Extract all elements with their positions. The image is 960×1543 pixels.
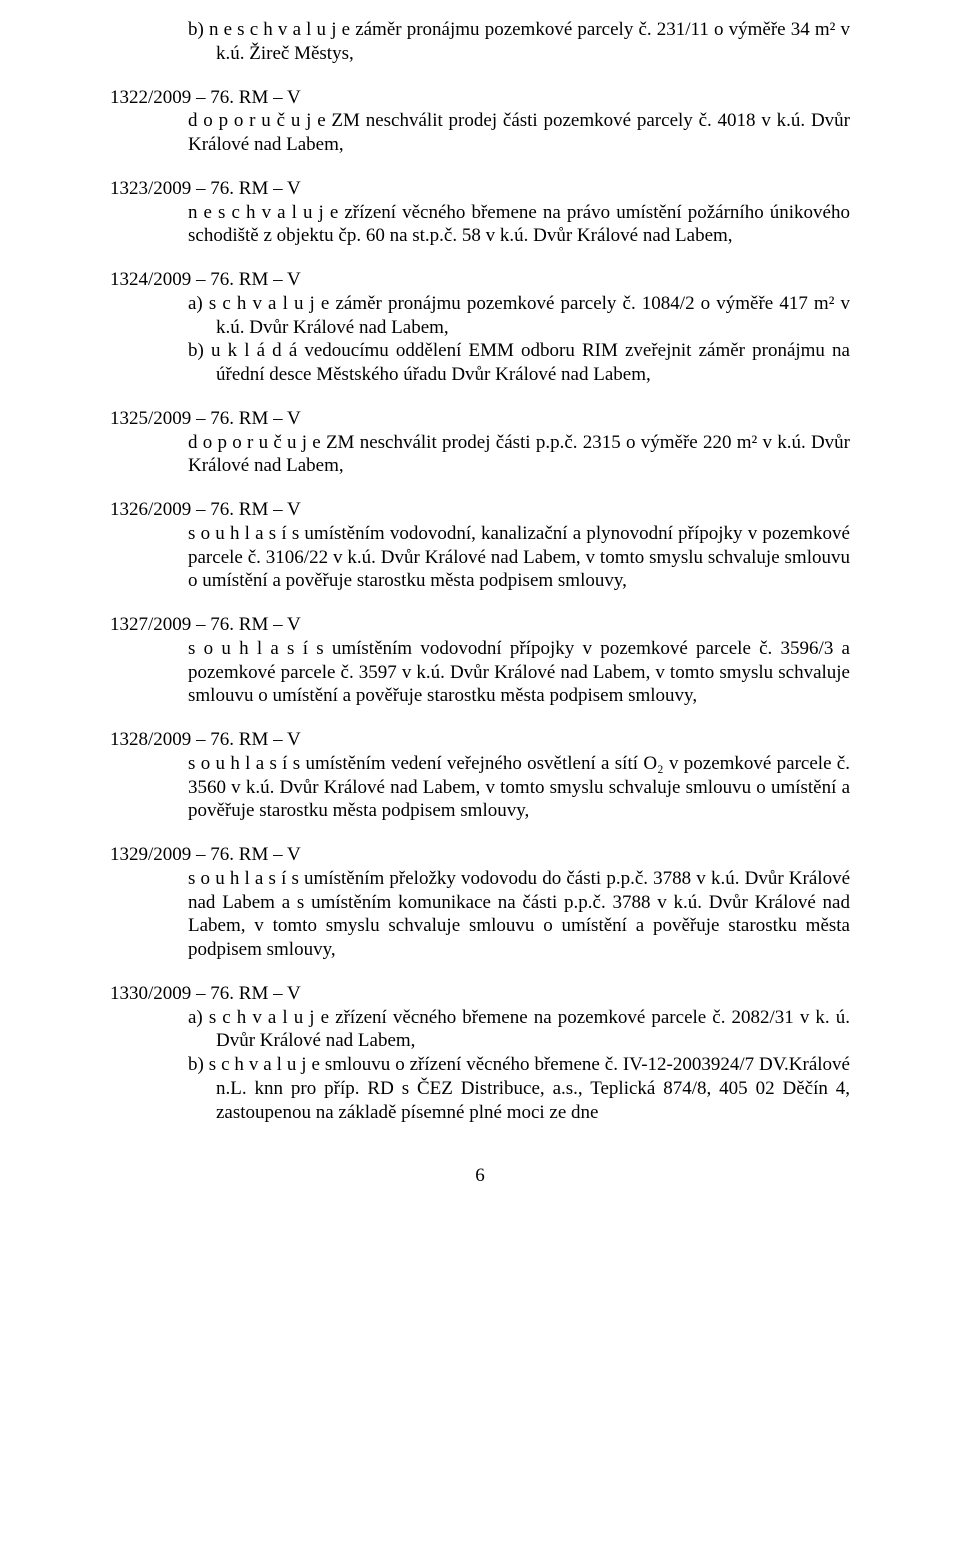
resolution-head: 1330/2009 – 76. RM – V xyxy=(110,982,850,1006)
list-item-a: a) s c h v a l u j e zřízení věcného bře… xyxy=(110,1006,850,1054)
resolution-1330: 1330/2009 – 76. RM – V a) s c h v a l u … xyxy=(110,982,850,1125)
resolution-1325: 1325/2009 – 76. RM – V d o p o r u č u j… xyxy=(110,407,850,478)
resolution-body: s o u h l a s í s umístěním přeložky vod… xyxy=(110,867,850,962)
resolution-head: 1329/2009 – 76. RM – V xyxy=(110,843,850,867)
resolution-1323: 1323/2009 – 76. RM – V n e s c h v a l u… xyxy=(110,177,850,248)
resolution-1328: 1328/2009 – 76. RM – V s o u h l a s í s… xyxy=(110,728,850,823)
resolution-body: n e s c h v a l u j e zřízení věcného bř… xyxy=(110,201,850,249)
list-item-a: a) s c h v a l u j e záměr pronájmu poze… xyxy=(110,292,850,340)
resolution-body: d o p o r u č u j e ZM neschválit prodej… xyxy=(110,431,850,479)
list-item-b: b) s c h v a l u j e smlouvu o zřízení v… xyxy=(110,1053,850,1124)
page-number: 6 xyxy=(110,1164,850,1188)
resolution-1324: 1324/2009 – 76. RM – V a) s c h v a l u … xyxy=(110,268,850,387)
resolution-head: 1328/2009 – 76. RM – V xyxy=(110,728,850,752)
intro-item-b: b) n e s c h v a l u j e záměr pronájmu … xyxy=(110,18,850,66)
list-item-b: b) n e s c h v a l u j e záměr pronájmu … xyxy=(110,18,850,66)
resolution-1327: 1327/2009 – 76. RM – V s o u h l a s í s… xyxy=(110,613,850,708)
page: b) n e s c h v a l u j e záměr pronájmu … xyxy=(0,0,960,1218)
resolution-body: d o p o r u č u j e ZM neschválit prodej… xyxy=(110,109,850,157)
resolution-body: s o u h l a s í s umístěním vedení veřej… xyxy=(110,752,850,823)
resolution-head: 1327/2009 – 76. RM – V xyxy=(110,613,850,637)
resolution-head: 1325/2009 – 76. RM – V xyxy=(110,407,850,431)
resolution-1326: 1326/2009 – 76. RM – V s o u h l a s í s… xyxy=(110,498,850,593)
resolution-head: 1326/2009 – 76. RM – V xyxy=(110,498,850,522)
resolution-head: 1323/2009 – 76. RM – V xyxy=(110,177,850,201)
resolution-body: s o u h l a s í s umístěním vodovodní, k… xyxy=(110,522,850,593)
resolution-1329: 1329/2009 – 76. RM – V s o u h l a s í s… xyxy=(110,843,850,962)
resolution-head: 1324/2009 – 76. RM – V xyxy=(110,268,850,292)
list-item-b: b) u k l á d á vedoucímu oddělení EMM od… xyxy=(110,339,850,387)
resolution-body: s o u h l a s í s umístěním vodovodní př… xyxy=(110,637,850,708)
resolution-head: 1322/2009 – 76. RM – V xyxy=(110,86,850,110)
resolution-1322: 1322/2009 – 76. RM – V d o p o r u č u j… xyxy=(110,86,850,157)
